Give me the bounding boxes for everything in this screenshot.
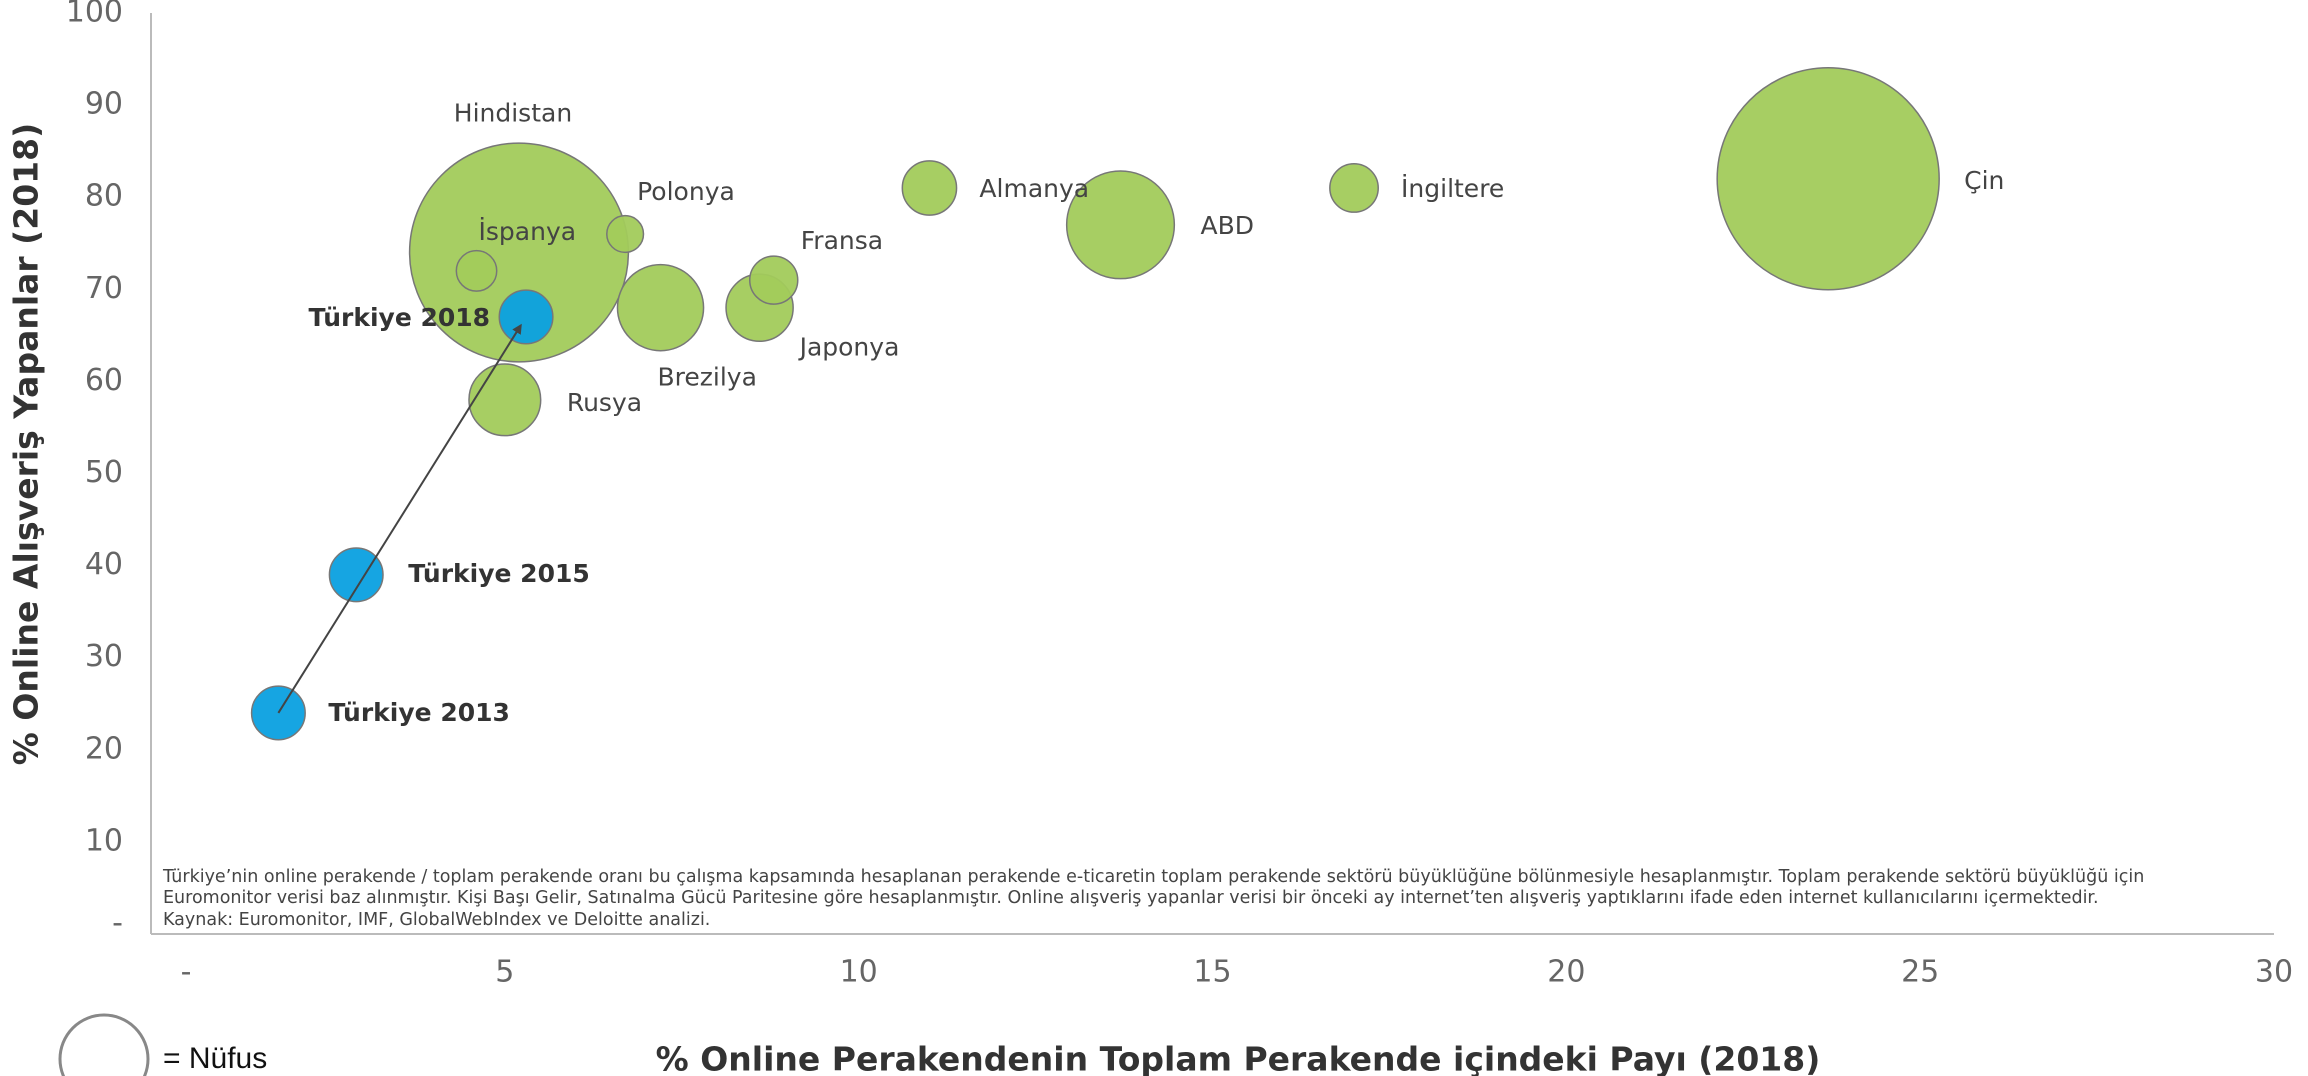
bubble <box>616 263 705 352</box>
x-tick-label: 25 <box>1901 955 1939 990</box>
bubble-label: Polonya <box>637 177 735 206</box>
bubble-label: Brezilya <box>658 363 757 392</box>
bubble <box>468 363 542 437</box>
bubble-label: Rusya <box>567 388 642 417</box>
bubble-label: Türkiye 2015 <box>408 559 590 588</box>
y-tick-label: 50 <box>85 455 123 490</box>
x-tick-label: 10 <box>840 955 878 990</box>
note: Türkiye’nin online perakende / toplam pe… <box>162 867 2144 887</box>
bubble-label: Almanya <box>979 174 1089 203</box>
bubble <box>901 160 958 216</box>
x-tick-label: 5 <box>495 955 514 990</box>
note: Kaynak: Euromonitor, IMF, GlobalWebIndex… <box>163 910 710 930</box>
trend-arrow <box>277 323 522 714</box>
bubble-label: Çin <box>1964 166 2004 195</box>
bubble-label: Fransa <box>801 226 883 255</box>
note: Euromonitor verisi baz alınmıştır. Kişi … <box>163 888 2099 908</box>
bubble-label: İspanya <box>479 217 577 246</box>
bubble-label: Türkiye 2013 <box>328 698 510 727</box>
size-legend-label: = Nüfus <box>163 1042 267 1075</box>
bubble <box>1065 170 1176 280</box>
y-tick-label: 70 <box>85 271 123 306</box>
bubble <box>606 214 645 254</box>
y-tick-label: 90 <box>85 87 123 122</box>
y-tick-label: - <box>112 906 123 941</box>
bubble-label: Türkiye 2018 <box>309 303 491 332</box>
bubble-label: Hindistan <box>454 98 572 127</box>
x-tick-label: 20 <box>1547 955 1585 990</box>
bubble <box>455 249 498 292</box>
y-tick-label: 100 <box>66 0 123 30</box>
y-axis-title: % Online Alışveriş Yapanlar (2018) <box>7 123 46 765</box>
y-tick-label: 60 <box>85 363 123 398</box>
x-axis-title: % Online Perakendenin Toplam Perakende i… <box>656 1040 1821 1076</box>
y-tick-label: 80 <box>85 179 123 214</box>
y-tick-label: 20 <box>85 731 123 766</box>
x-tick-label: 30 <box>2255 955 2293 990</box>
y-tick-label: 30 <box>85 639 123 674</box>
y-tick-label: 10 <box>85 823 123 858</box>
bubble <box>748 255 799 305</box>
bubble-label: ABD <box>1201 211 1255 240</box>
x-tick-label: 15 <box>1193 955 1231 990</box>
bubble <box>498 289 554 345</box>
x-tick-label: - <box>181 955 192 990</box>
bubble <box>1329 163 1379 213</box>
y-tick-label: 40 <box>85 547 123 582</box>
bubble-label: İngiltere <box>1401 174 1504 203</box>
bubble <box>328 547 384 603</box>
size-legend-circle <box>58 1013 150 1076</box>
bubble-label: Japonya <box>798 333 900 362</box>
bubble <box>1716 67 1940 291</box>
